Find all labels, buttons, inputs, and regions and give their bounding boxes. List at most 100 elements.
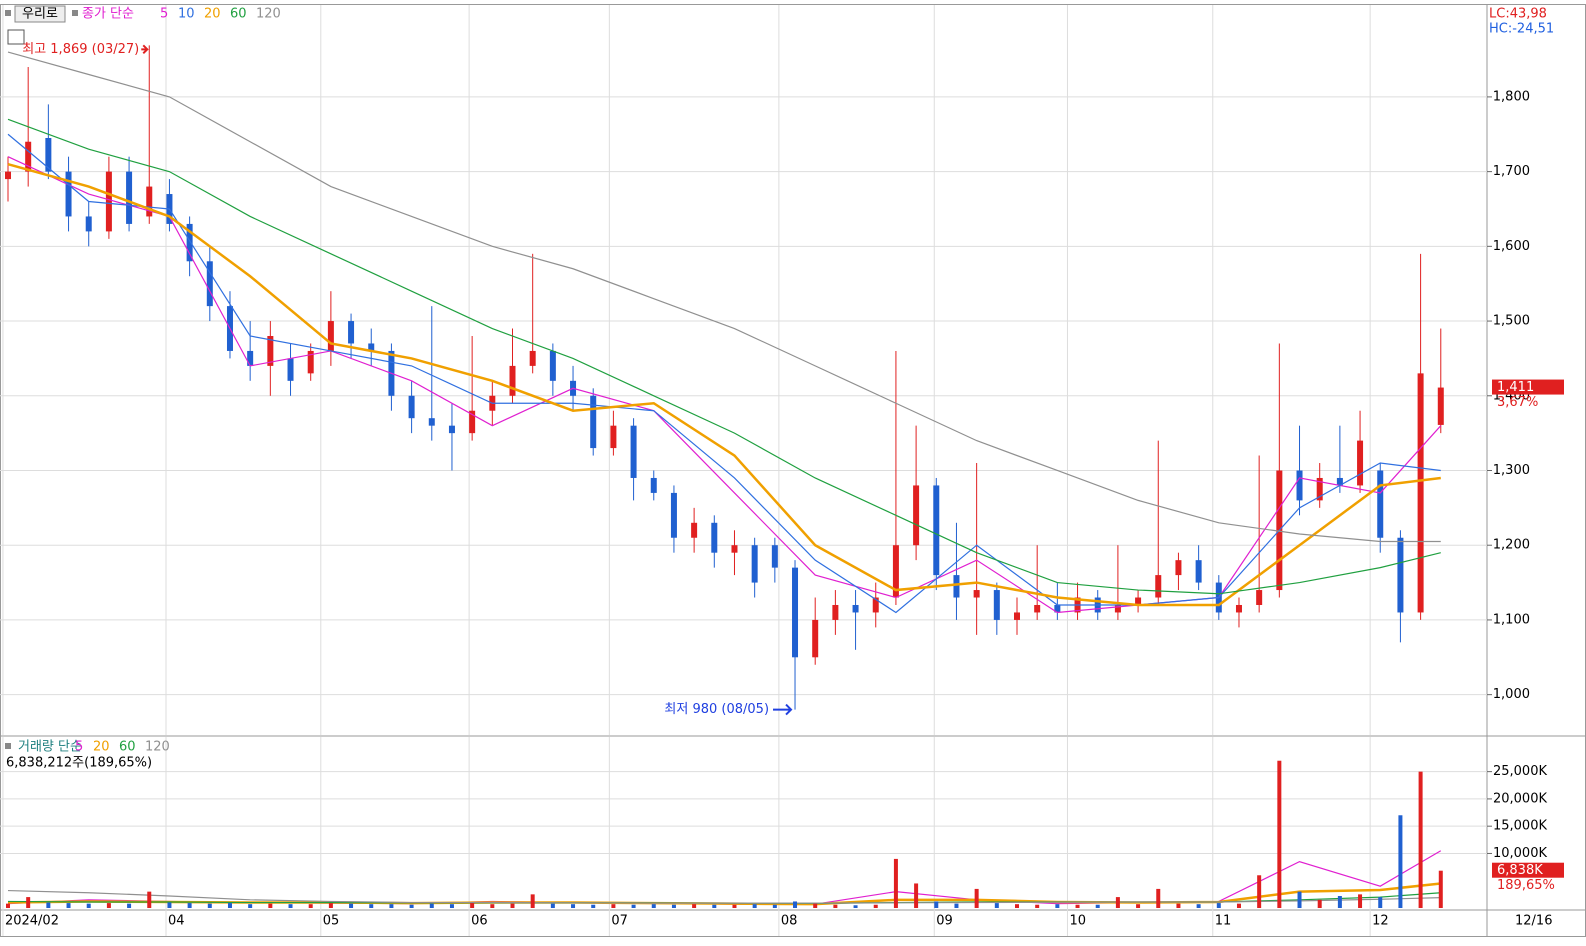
candle-body	[1135, 597, 1142, 605]
volume-bar	[1075, 904, 1080, 908]
y-tick-label: 20,000K	[1493, 791, 1547, 806]
volume-bar	[1115, 897, 1120, 908]
icon	[5, 10, 11, 16]
volume-bar	[6, 903, 10, 908]
last-price: 1,411	[1497, 380, 1534, 395]
y-tick-label: 1,200	[1493, 538, 1530, 553]
candle-body	[630, 425, 637, 478]
volume-bar	[1418, 771, 1423, 908]
candle-body	[610, 425, 617, 449]
hc-label: HC:-24,51	[1489, 22, 1554, 37]
candle-body	[25, 141, 32, 172]
legend-entry: 60	[230, 7, 247, 22]
candle-body	[852, 604, 859, 613]
candle-body	[1296, 470, 1303, 501]
candle-body	[711, 522, 718, 553]
candle-body	[1195, 560, 1202, 583]
ma-line	[7, 162, 1441, 607]
volume-bar	[833, 904, 838, 908]
button[interactable]	[14, 5, 66, 23]
candle-body	[327, 321, 334, 351]
candle-body	[549, 350, 556, 381]
candle-body	[1034, 604, 1041, 613]
y-tick-label: 15,000K	[1493, 819, 1547, 834]
volume-bar	[934, 901, 939, 908]
volume-bar	[914, 883, 919, 908]
volume-bar	[1277, 760, 1282, 908]
last-volume-box	[1492, 862, 1564, 878]
candle-body	[1114, 604, 1121, 613]
lc-label: LC:43,98	[1489, 7, 1547, 22]
volume-bar	[954, 903, 959, 908]
candle-body	[1397, 537, 1404, 613]
candle-body	[105, 171, 112, 232]
volume-bar	[1257, 875, 1262, 908]
volume-bar	[631, 904, 636, 908]
x-tick-label: 11	[1215, 914, 1232, 929]
candle-body	[913, 485, 920, 546]
volume-bar	[490, 904, 495, 908]
volume-bar	[853, 905, 858, 908]
candle-body	[872, 597, 879, 613]
legend-entry: 5	[75, 740, 83, 755]
volume-bar	[106, 903, 111, 908]
high-annotation: 최고 1,869 (03/27)	[22, 42, 139, 57]
volume-bar	[328, 903, 333, 908]
candle-body	[408, 395, 415, 419]
candle-body	[953, 575, 960, 598]
legend-entry: 120	[256, 7, 281, 22]
legend-entry: 10	[178, 7, 195, 22]
legend-label: 종가 단순	[82, 7, 134, 22]
candle-body	[1256, 590, 1263, 605]
candle-body	[650, 477, 657, 493]
volume-bar	[772, 904, 777, 908]
volume-bar	[389, 904, 394, 908]
candle-body	[186, 223, 193, 262]
candle-body	[771, 545, 778, 568]
volume-bar	[227, 903, 232, 908]
volume-bar	[571, 904, 576, 908]
x-tick-label: 07	[611, 914, 628, 929]
volume-bar	[1438, 870, 1443, 908]
volume-bar	[187, 903, 192, 908]
candle-body	[812, 619, 819, 658]
candle-body	[206, 261, 213, 307]
volume-bar	[994, 903, 999, 908]
volume-bar	[268, 903, 273, 908]
volume-bar	[692, 904, 697, 908]
candle-body	[933, 485, 940, 576]
low-annotation: 최저 980 (08/05)	[664, 702, 769, 717]
candle-body	[469, 410, 476, 434]
volume-bar	[611, 904, 616, 908]
ma-line	[7, 51, 1441, 543]
volume-bar	[712, 904, 717, 908]
ma-line	[7, 133, 1441, 614]
candle-body	[1155, 575, 1162, 598]
candle-body	[832, 604, 839, 620]
y-tick-label: 1,600	[1493, 239, 1530, 254]
volume-bar	[752, 904, 757, 908]
candle-body	[287, 358, 294, 381]
last-volume: 6,838K	[1497, 863, 1543, 878]
y-tick-label: 1,700	[1493, 164, 1530, 179]
volume-summary: 6,838,212주(189,65%)	[6, 756, 152, 771]
volume-change: 189,65%	[1497, 878, 1555, 893]
candle-body	[509, 365, 516, 396]
candle-body	[307, 350, 314, 374]
candle-body	[65, 171, 72, 217]
candle-body	[85, 216, 92, 232]
candle-body	[1357, 440, 1364, 486]
icon[interactable]	[7, 29, 25, 45]
y-tick-label: 1,500	[1493, 314, 1530, 329]
legend-entry: 120	[145, 740, 170, 755]
volume-bar	[793, 901, 798, 908]
volume-bar	[207, 903, 212, 908]
button-label[interactable]: 우리로	[22, 7, 58, 22]
volume-bar	[449, 904, 454, 908]
volume-bar	[147, 891, 152, 908]
legend-entry: 20	[204, 7, 221, 22]
volume-bar	[167, 902, 172, 908]
volume-bar	[1055, 904, 1060, 908]
volume-bar	[369, 904, 374, 908]
